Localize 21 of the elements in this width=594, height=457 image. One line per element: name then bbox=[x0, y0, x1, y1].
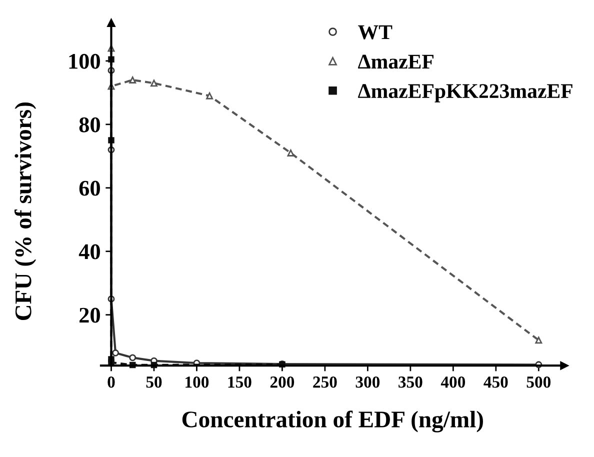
legend-label: WT bbox=[358, 25, 392, 40]
x-tick-label: 400 bbox=[440, 376, 466, 388]
x-tick-label: 150 bbox=[228, 376, 252, 388]
x-tick-label: 250 bbox=[313, 376, 337, 388]
legend-label: ΔmazEFpKK223mazEF bbox=[358, 84, 572, 102]
y-tick-label: 40 bbox=[78, 244, 100, 260]
x-tick-label: 0 bbox=[108, 376, 115, 388]
x-tick-label: 200 bbox=[270, 376, 294, 388]
legend-label: ΔmazEF bbox=[358, 54, 434, 69]
x-tick-label: 50 bbox=[146, 376, 162, 388]
x-tick-label: 300 bbox=[356, 376, 380, 388]
y-axis-title: CFU (% of survivors) bbox=[14, 102, 36, 320]
x-tick-label: 500 bbox=[526, 376, 551, 388]
y-tick-label: 60 bbox=[79, 180, 100, 196]
x-axis-title: Concentration of EDF (ng/ml) bbox=[182, 410, 483, 432]
x-tick-label: 350 bbox=[398, 376, 422, 388]
y-tick-label: 100 bbox=[69, 54, 100, 69]
y-tick-label: 20 bbox=[80, 308, 100, 323]
x-tick-label: 100 bbox=[186, 376, 209, 388]
y-tick-label: 80 bbox=[79, 117, 100, 132]
x-tick-label: 450 bbox=[484, 376, 508, 388]
